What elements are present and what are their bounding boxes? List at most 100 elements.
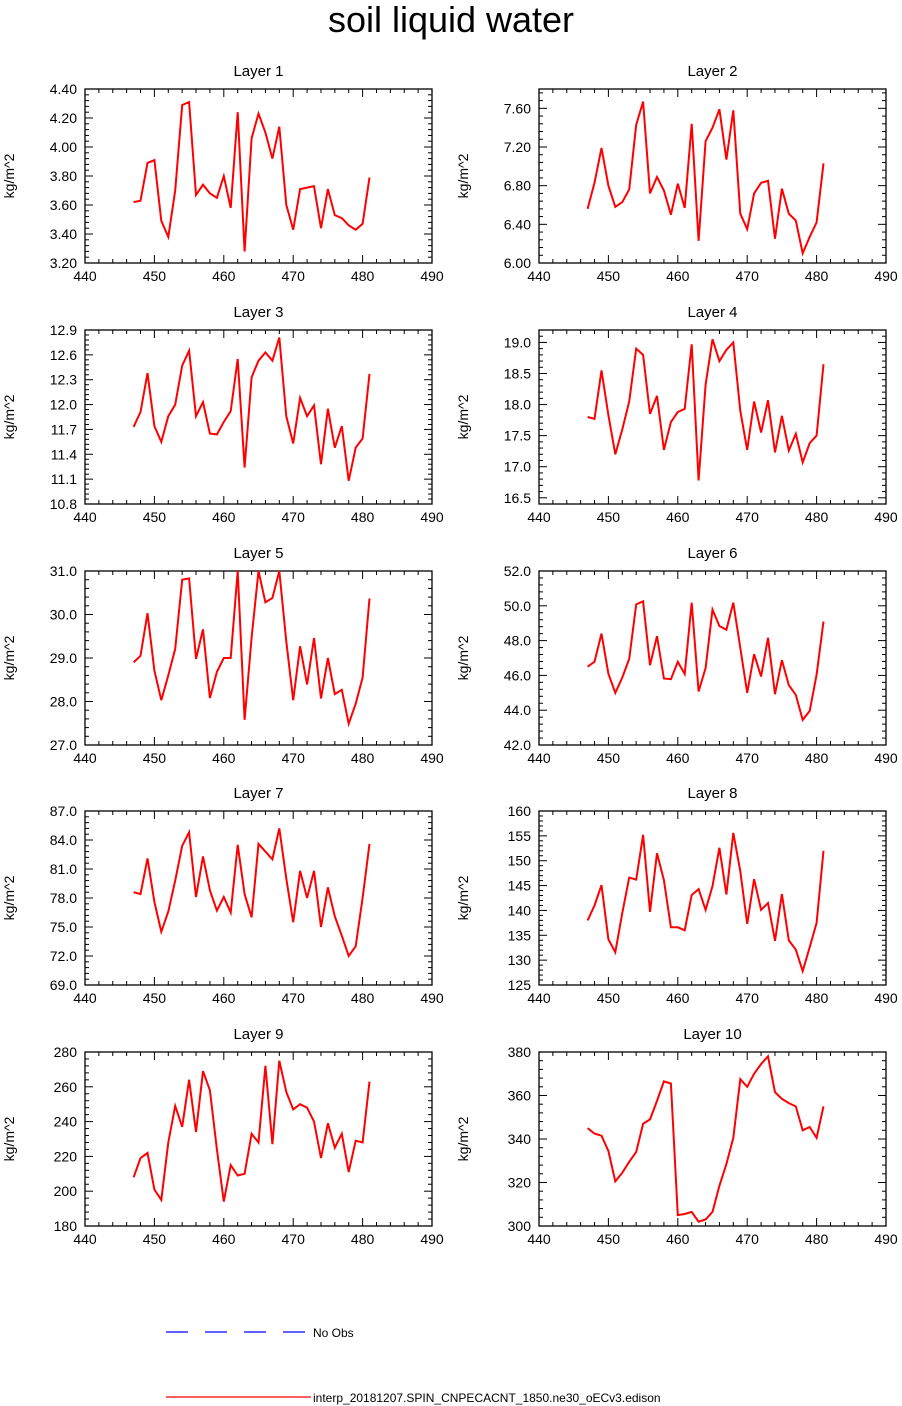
x-tick-label: 450 bbox=[143, 1231, 167, 1247]
series-line-layer-8 bbox=[586, 832, 825, 975]
x-tick-label: 490 bbox=[420, 750, 444, 766]
x-tick-label: 460 bbox=[666, 509, 690, 525]
y-axis-label-layer-9: kg/m^2 bbox=[1, 1116, 17, 1161]
figure-title: soil liquid water bbox=[327, 0, 575, 40]
panel-title-layer-4: Layer 4 bbox=[687, 304, 737, 321]
y-tick-label: 135 bbox=[508, 927, 532, 943]
x-tick-label: 480 bbox=[805, 750, 829, 766]
plot-frame-layer-9 bbox=[84, 1051, 433, 1227]
y-axis-label-layer-5: kg/m^2 bbox=[1, 635, 17, 680]
x-tick-label: 450 bbox=[597, 1231, 621, 1247]
panel-title-layer-9: Layer 9 bbox=[233, 1026, 283, 1043]
x-tick-label: 440 bbox=[73, 1231, 97, 1247]
y-tick-label: 6.40 bbox=[504, 216, 531, 232]
y-tick-label: 87.0 bbox=[50, 803, 77, 819]
y-tick-label: 6.00 bbox=[504, 255, 531, 271]
y-axis-label-layer-10: kg/m^2 bbox=[455, 1116, 471, 1161]
y-tick-label: 42.0 bbox=[504, 737, 531, 753]
y-tick-label: 18.0 bbox=[504, 397, 531, 413]
y-tick-label: 50.0 bbox=[504, 598, 531, 614]
x-tick-label: 440 bbox=[527, 1231, 551, 1247]
x-tick-label: 440 bbox=[73, 268, 97, 284]
y-tick-label: 125 bbox=[508, 977, 532, 993]
plot-frame-layer-7 bbox=[84, 810, 433, 986]
series-line-layer-5 bbox=[132, 570, 371, 728]
y-tick-label: 155 bbox=[508, 828, 532, 844]
y-axis-label-layer-2: kg/m^2 bbox=[455, 153, 471, 198]
y-tick-label: 29.0 bbox=[50, 650, 77, 666]
x-tick-label: 480 bbox=[351, 750, 375, 766]
y-axis-label-layer-3: kg/m^2 bbox=[1, 394, 17, 439]
x-tick-label: 440 bbox=[527, 750, 551, 766]
panel-title-layer-10: Layer 10 bbox=[683, 1026, 741, 1043]
x-tick-label: 460 bbox=[212, 509, 236, 525]
x-tick-label: 480 bbox=[805, 268, 829, 284]
x-tick-label: 470 bbox=[282, 750, 306, 766]
y-tick-label: 52.0 bbox=[504, 563, 531, 579]
x-tick-label: 490 bbox=[420, 990, 444, 1006]
y-tick-label: 140 bbox=[508, 902, 532, 918]
x-tick-label: 480 bbox=[805, 1231, 829, 1247]
series-line-layer-2 bbox=[586, 101, 825, 257]
y-tick-label: 18.5 bbox=[504, 366, 531, 382]
panel-title-layer-7: Layer 7 bbox=[233, 785, 283, 802]
y-axis-label-layer-4: kg/m^2 bbox=[455, 394, 471, 439]
y-tick-label: 3.20 bbox=[50, 255, 77, 271]
y-tick-label: 28.0 bbox=[50, 694, 77, 710]
x-tick-label: 470 bbox=[736, 1231, 760, 1247]
y-axis-label-layer-8: kg/m^2 bbox=[455, 875, 471, 920]
x-tick-label: 460 bbox=[666, 1231, 690, 1247]
x-tick-label: 460 bbox=[666, 990, 690, 1006]
x-tick-label: 490 bbox=[420, 268, 444, 284]
x-tick-label: 440 bbox=[73, 750, 97, 766]
y-tick-label: 17.0 bbox=[504, 459, 531, 475]
x-tick-label: 480 bbox=[351, 1231, 375, 1247]
panel-title-layer-5: Layer 5 bbox=[233, 545, 283, 562]
x-tick-label: 450 bbox=[143, 750, 167, 766]
y-tick-label: 3.80 bbox=[50, 168, 77, 184]
series-line-layer-3 bbox=[132, 337, 371, 482]
series-line-layer-7 bbox=[133, 828, 371, 959]
y-tick-label: 320 bbox=[508, 1175, 532, 1191]
y-tick-label: 31.0 bbox=[50, 563, 77, 579]
y-tick-label: 6.80 bbox=[504, 178, 531, 194]
y-tick-label: 4.20 bbox=[50, 110, 77, 126]
x-tick-label: 470 bbox=[282, 509, 306, 525]
x-tick-label: 470 bbox=[282, 268, 306, 284]
panel-title-layer-3: Layer 3 bbox=[233, 304, 283, 321]
y-tick-label: 17.5 bbox=[504, 428, 531, 444]
y-tick-label: 48.0 bbox=[504, 633, 531, 649]
y-tick-label: 19.0 bbox=[504, 334, 531, 350]
y-tick-label: 30.0 bbox=[50, 607, 77, 623]
x-tick-label: 450 bbox=[597, 750, 621, 766]
x-tick-label: 460 bbox=[666, 750, 690, 766]
series-line-layer-4 bbox=[587, 338, 825, 481]
y-tick-label: 130 bbox=[508, 952, 532, 968]
x-tick-label: 440 bbox=[527, 268, 551, 284]
y-tick-label: 84.0 bbox=[50, 832, 77, 848]
series-line-layer-10 bbox=[586, 1054, 825, 1223]
plot-frame-layer-6 bbox=[538, 570, 887, 746]
y-tick-label: 12.3 bbox=[50, 372, 77, 388]
y-tick-label: 11.1 bbox=[51, 471, 77, 487]
x-tick-label: 470 bbox=[736, 268, 760, 284]
y-tick-label: 11.4 bbox=[51, 446, 77, 462]
y-axis-label-layer-7: kg/m^2 bbox=[1, 875, 17, 920]
y-tick-label: 72.0 bbox=[50, 948, 77, 964]
y-tick-label: 220 bbox=[54, 1148, 78, 1164]
y-tick-label: 260 bbox=[54, 1079, 78, 1095]
y-tick-label: 240 bbox=[54, 1114, 78, 1130]
y-tick-label: 145 bbox=[508, 878, 532, 894]
x-tick-label: 490 bbox=[874, 509, 898, 525]
y-tick-label: 46.0 bbox=[504, 667, 531, 683]
x-tick-label: 460 bbox=[212, 750, 236, 766]
x-tick-label: 440 bbox=[73, 990, 97, 1006]
x-tick-label: 450 bbox=[143, 268, 167, 284]
x-tick-label: 490 bbox=[874, 750, 898, 766]
y-tick-label: 16.5 bbox=[504, 490, 531, 506]
panel-title-layer-1: Layer 1 bbox=[233, 63, 283, 80]
x-tick-label: 470 bbox=[282, 990, 306, 1006]
y-tick-label: 4.00 bbox=[50, 139, 77, 155]
y-tick-label: 160 bbox=[508, 803, 532, 819]
series-line-layer-9 bbox=[132, 1060, 371, 1203]
